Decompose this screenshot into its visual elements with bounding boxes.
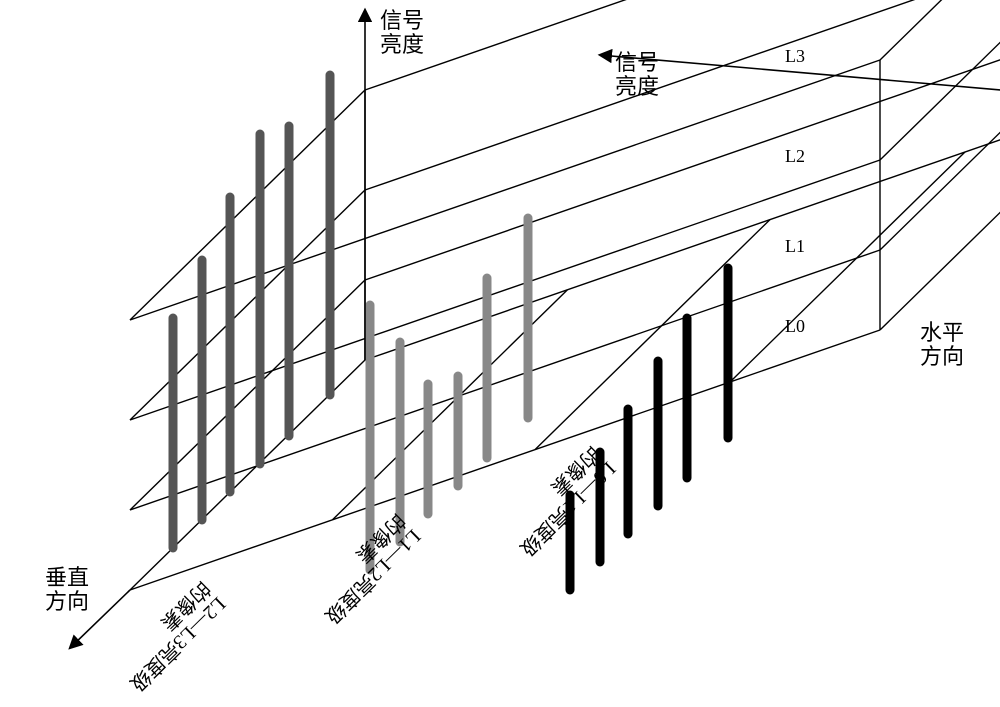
- group-label: L2—L3亮度级的像素: [110, 577, 230, 696]
- level-label-mid: L0: [785, 316, 805, 336]
- axis-z-front-label: 亮度: [380, 32, 424, 57]
- level-label-mid: L3: [785, 46, 805, 66]
- axis-horizontal-label: 水平: [920, 320, 964, 345]
- group-label: L1—L2亮度级的像素: [305, 509, 425, 628]
- level-label-mid: L1: [785, 236, 805, 256]
- axis-z-back-label: 亮度: [615, 74, 659, 99]
- axis-z-back-label: 信号: [615, 50, 659, 75]
- axis-horizontal-label: 方向: [920, 344, 964, 369]
- level-label-mid: L2: [785, 146, 805, 166]
- axis-vertical-label: 方向: [45, 589, 89, 614]
- axis-vertical-label: 垂直: [45, 565, 89, 590]
- axis-z-front-label: 信号: [380, 8, 424, 33]
